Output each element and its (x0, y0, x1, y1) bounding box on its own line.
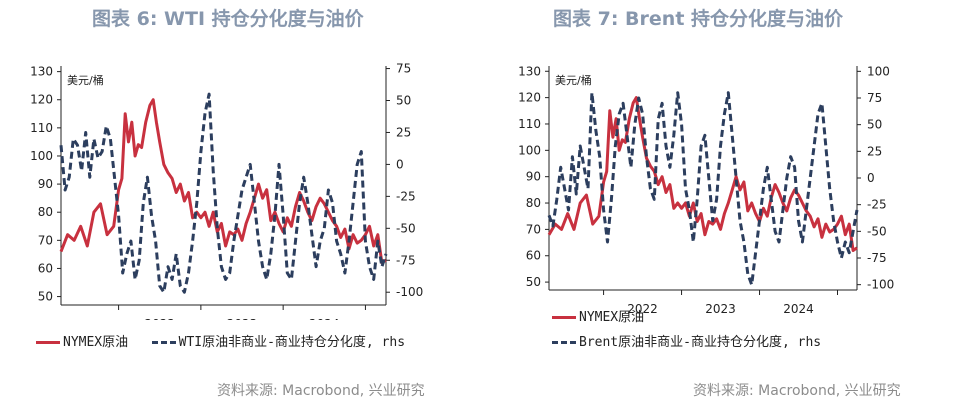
right-tick-label: 0 (867, 171, 875, 185)
y-axis-unit-label: 美元/桶 (555, 73, 592, 87)
x-tick-label: 2022 (144, 317, 175, 320)
x-tick-label: 2023 (705, 302, 736, 316)
right-tick-label: 100 (867, 64, 890, 78)
legend-label-oil-price: NYMEX原油 (579, 310, 645, 325)
x-tick-label: 2023 (227, 317, 258, 320)
left-tick-label: 90 (526, 170, 541, 184)
left-tick-label: 70 (526, 222, 541, 236)
legend-label-positioning: Brent原油非商业-商业持仓分化度, rhs (579, 335, 822, 350)
left-tick-label: 110 (30, 121, 53, 135)
left-tick-label: 110 (518, 117, 541, 131)
right-tick-label: -50 (867, 224, 887, 238)
wti-positioning-chart: 50 60 70 80 90 100 110 120 130 -100 -75 -50 -25 0 25 50… (30, 62, 423, 320)
legend-label-oil-price: NYMEX原油 (63, 335, 129, 350)
right-tick-label: -75 (396, 253, 416, 267)
right-tick-label: 50 (396, 94, 411, 108)
right-tick-label: -75 (867, 251, 887, 265)
figure-6-title: 图表 6: WTI 持仓分化度与油价 (92, 8, 364, 30)
left-tick-label: 100 (30, 149, 53, 163)
right-tick-label: 50 (867, 118, 882, 132)
positioning-divergence-line (547, 91, 859, 287)
left-tick-label: 90 (38, 177, 53, 191)
right-tick-label: -50 (396, 221, 416, 235)
wti-legend: NYMEX原油 WTI原油非商业-商业持仓分化度, rhs (36, 331, 405, 350)
left-tick-label: 50 (526, 275, 541, 289)
legend-solid-swatch (552, 316, 576, 319)
brent-legend-positioning: Brent原油非商业-商业持仓分化度, rhs (552, 331, 821, 350)
legend-solid-swatch (36, 341, 60, 344)
legend-item-positioning: WTI原油非商业-商业持仓分化度, rhs (151, 335, 406, 350)
left-tick-label: 60 (38, 261, 53, 275)
x-tick-label: 2022 (627, 302, 658, 316)
right-tick-label: 25 (867, 144, 882, 158)
positioning-divergence-line (59, 92, 388, 294)
legend-dash-swatch (552, 341, 576, 344)
brent-legend-oil-price: NYMEX原油 (552, 306, 644, 325)
legend-label-positioning: WTI原油非商业-商业持仓分化度, rhs (178, 335, 406, 350)
brent-positioning-chart: 50 60 70 80 90 100 110 120 130 -100 -75 -50 -25 0 25 50… (518, 64, 894, 316)
oil-price-line (59, 98, 387, 265)
right-tick-label: -100 (396, 285, 423, 299)
figure-7-title: 图表 7: Brent 持仓分化度与油价 (553, 8, 844, 30)
left-tick-label: 130 (518, 64, 541, 78)
legend-item-oil-price: NYMEX原油 (36, 335, 128, 350)
right-tick-label: -25 (867, 198, 887, 212)
figure-7-source: 资料来源: Macrobond, 兴业研究 (693, 383, 901, 399)
right-tick-label: -25 (396, 189, 416, 203)
right-tick-label: 75 (867, 91, 882, 105)
left-tick-label: 100 (518, 143, 541, 157)
left-tick-label: 50 (38, 290, 53, 304)
oil-price-line (547, 96, 858, 252)
x-tick-label: 2024 (783, 302, 814, 316)
right-tick-label: -100 (867, 278, 894, 292)
left-tick-label: 120 (30, 93, 53, 107)
left-tick-label: 70 (38, 233, 53, 247)
left-tick-label: 80 (526, 196, 541, 210)
right-tick-label: 0 (396, 157, 404, 171)
left-tick-label: 130 (30, 65, 53, 79)
left-tick-label: 120 (518, 91, 541, 105)
right-tick-label: 75 (396, 62, 411, 76)
left-tick-label: 60 (526, 249, 541, 263)
right-tick-label: 25 (396, 125, 411, 139)
legend-dash-swatch (151, 341, 176, 344)
y-axis-unit-label: 美元/桶 (67, 73, 104, 87)
figure-6-source: 资料来源: Macrobond, 兴业研究 (217, 383, 425, 399)
left-tick-label: 80 (38, 205, 53, 219)
x-tick-label: 2024 (309, 317, 340, 320)
